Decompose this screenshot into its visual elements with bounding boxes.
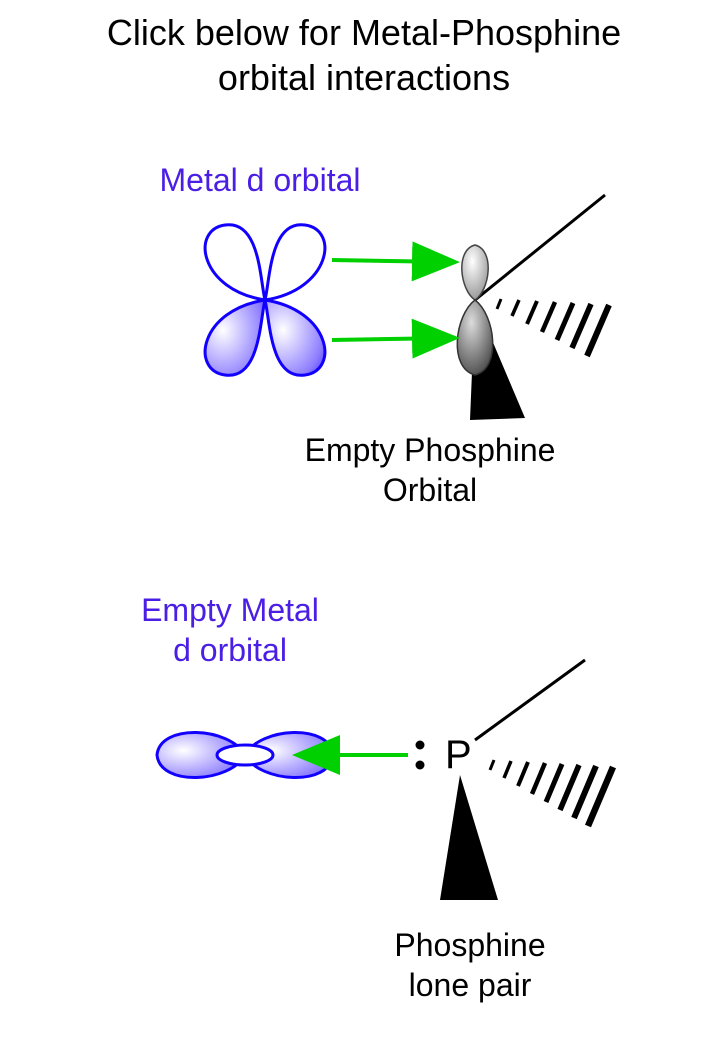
lone-pair-dot [416, 761, 425, 770]
phosphine-bonds [440, 660, 613, 900]
arrow-top [332, 260, 452, 262]
phosphorus-symbol: P [445, 733, 472, 777]
solid-wedge-icon-2 [440, 775, 498, 900]
arrow-bottom [332, 338, 452, 340]
diagram-svg[interactable]: P [0, 0, 728, 1047]
phosphine-empty-orbital [457, 195, 609, 420]
lone-pair-dot [416, 741, 425, 750]
section2-diagram[interactable]: P [157, 660, 613, 900]
d-orbital-clover [205, 225, 325, 376]
hashed-wedge-icon-2 [490, 760, 613, 826]
section1-diagram[interactable] [205, 195, 609, 420]
hashed-wedge-icon [497, 299, 609, 356]
